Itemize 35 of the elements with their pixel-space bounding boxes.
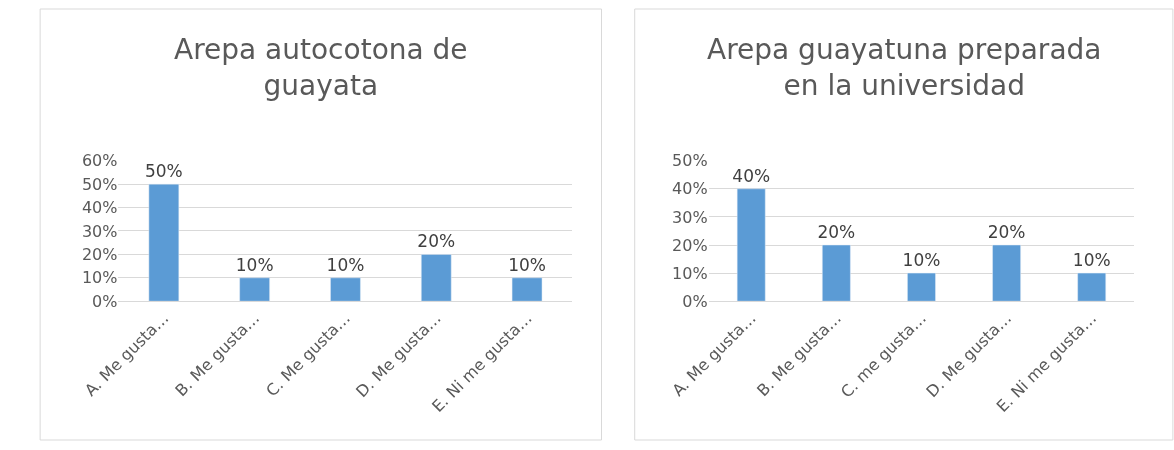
y-tick-label: 50% (81, 174, 118, 194)
data-label: 10% (235, 254, 274, 275)
y-tick-label: 10% (672, 263, 708, 283)
bar (330, 277, 361, 302)
y-tick-label: 0% (92, 291, 118, 311)
data-label: 10% (508, 254, 546, 275)
chart-title: Arepa guayatuna preparada en la universidad (707, 33, 1102, 103)
bar (822, 244, 851, 302)
data-label: 10% (1072, 250, 1111, 271)
bar (421, 254, 452, 302)
bar (1077, 272, 1107, 302)
y-tick-label: 10% (81, 268, 118, 288)
bar (511, 277, 543, 302)
data-label: 20% (817, 222, 856, 243)
y-tick-label: 30% (81, 221, 118, 241)
y-tick-label: 50% (672, 151, 708, 171)
data-label: 10% (902, 250, 941, 271)
bar (736, 188, 766, 302)
y-tick-label: 20% (672, 235, 708, 255)
y-tick-label: 60% (81, 151, 118, 171)
y-tick-label: 40% (81, 198, 118, 218)
y-tick-label: 40% (672, 179, 708, 199)
y-tick-label: 0% (682, 291, 708, 311)
bar (239, 277, 270, 302)
data-label: 20% (417, 231, 456, 252)
data-label: 10% (326, 254, 365, 275)
bar (148, 183, 180, 302)
chart-title: Arepa autocotona de guayata (174, 33, 468, 103)
y-tick-label: 20% (81, 244, 118, 264)
data-label: 50% (144, 161, 183, 182)
bar (992, 244, 1021, 302)
y-tick-label: 30% (672, 207, 708, 227)
data-label: 40% (732, 165, 771, 186)
bar (907, 272, 936, 302)
data-label: 20% (987, 222, 1026, 243)
